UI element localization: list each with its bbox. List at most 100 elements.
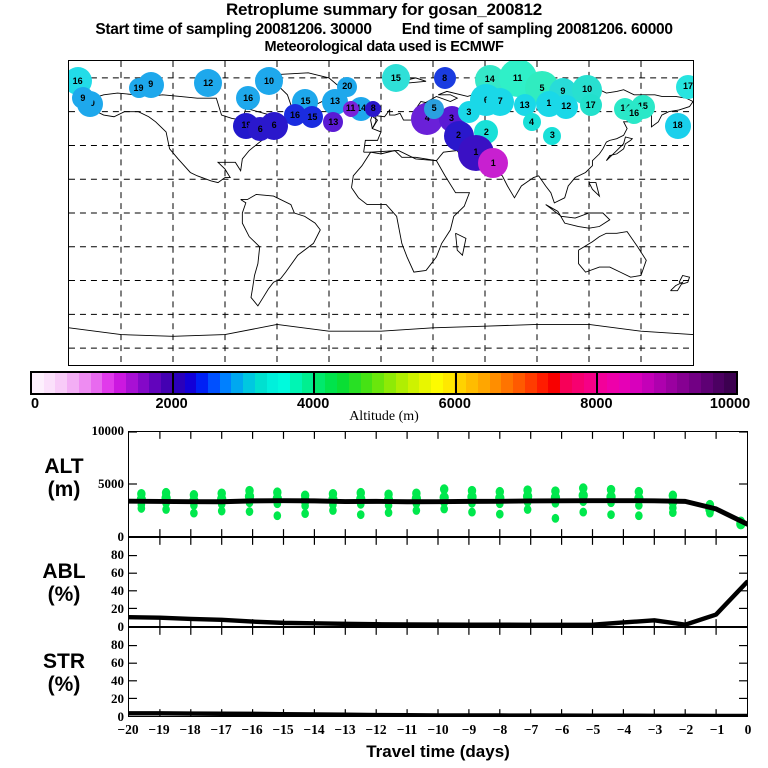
colorbar-segment — [724, 373, 737, 393]
colorbar-segment — [677, 373, 690, 393]
colorbar-segment — [231, 373, 244, 393]
y-tick-label: 0 — [117, 529, 125, 544]
plume-marker-label: 15 — [300, 96, 311, 107]
colorbar-segment — [548, 373, 561, 393]
plume-marker-label: 13 — [330, 96, 341, 107]
alt-scatter-point — [551, 513, 560, 523]
colorbar-segment — [90, 373, 103, 393]
colorbar-segment — [149, 373, 162, 393]
plume-marker: 8 — [433, 67, 456, 89]
x-tick-label: −13 — [334, 722, 356, 737]
plume-marker: 18 — [664, 112, 691, 139]
x-axis-title: Travel time (days) — [366, 742, 510, 761]
altitude-colorbar — [30, 371, 738, 395]
alt-scatter-point — [217, 506, 226, 516]
alt-scatter-point — [706, 508, 714, 518]
x-tick-label: −2 — [678, 722, 694, 737]
plume-marker: 19 — [128, 78, 149, 99]
x-tick-label: −5 — [585, 722, 601, 737]
x-tick-label: −12 — [365, 722, 387, 737]
colorbar-title: Altitude (m) — [349, 409, 419, 424]
row-label-abl-line2: (%) — [47, 583, 81, 606]
plume-marker-label: 6 — [257, 123, 263, 134]
colorbar-segment — [595, 373, 607, 393]
y-tick-label: 20 — [111, 601, 124, 616]
colorbar-tick-label: 0 — [30, 396, 40, 412]
plume-marker: 7 — [486, 87, 515, 116]
colorbar-segment — [583, 373, 596, 393]
plume-marker-label: 15 — [637, 101, 648, 112]
y-tick-label: 80 — [111, 547, 124, 562]
colorbar-divider — [596, 371, 599, 395]
x-tick-label: −10 — [427, 722, 449, 737]
plume-marker: 6 — [248, 117, 273, 141]
colorbar-segment — [243, 373, 255, 393]
plume-marker-label: 10 — [582, 84, 593, 95]
alt-scatter-point — [137, 504, 146, 513]
colorbar-segment — [524, 373, 537, 393]
colorbar-segment — [419, 373, 431, 393]
met-data-label: Meteorological data used is ECMWF — [264, 39, 504, 55]
colorbar-segment — [395, 373, 408, 393]
colorbar-segment — [278, 373, 291, 393]
plume-marker-label: 12 — [203, 77, 214, 88]
colorbar-segment — [653, 373, 666, 393]
colorbar-segment — [606, 373, 619, 393]
row-label-alt: ALT (m) — [8, 455, 120, 501]
row-label-abl: ABL (%) — [8, 560, 120, 606]
colorbar-segment — [360, 373, 373, 393]
colorbar-tick-label: 8000 — [580, 396, 613, 412]
x-tick-label: −9 — [461, 722, 477, 737]
colorbar-segment — [43, 373, 56, 393]
y-tick-label: 0 — [117, 709, 125, 724]
plume-marker-label: 16 — [629, 108, 640, 119]
plume-marker-label: 15 — [307, 111, 318, 122]
colorbar-segment — [266, 373, 279, 393]
colorbar-segment — [372, 373, 385, 393]
plume-marker-label: 5 — [539, 82, 545, 93]
x-tick-label: −14 — [303, 722, 325, 737]
colorbar-tick-label: 2000 — [155, 396, 188, 412]
plume-marker-label: 11 — [512, 72, 523, 83]
alt-plot-svg — [129, 432, 747, 536]
colorbar-tick-label: 4000 — [297, 396, 330, 412]
y-tick-label: 5000 — [98, 476, 124, 491]
plume-marker-label: 17 — [585, 99, 596, 110]
plume-marker: 17 — [579, 94, 602, 117]
colorbar-segment — [489, 373, 502, 393]
colorbar-segment — [348, 373, 361, 393]
colorbar-segment — [454, 373, 467, 393]
plume-marker: 16 — [236, 86, 261, 111]
plume-marker-label: 18 — [672, 120, 683, 131]
series-line — [129, 579, 747, 626]
alt-scatter-point — [384, 508, 393, 518]
plume-marker-label: 13 — [519, 99, 530, 110]
colorbar-segment — [55, 373, 68, 393]
colorbar-segment — [137, 373, 150, 393]
plume-marker: 16 — [284, 104, 307, 127]
plume-marker: 12 — [554, 94, 579, 119]
colorbar-segment — [219, 373, 232, 393]
y-ticks-alt: 0 5000 10000 — [68, 423, 125, 544]
alt-scatter-point — [329, 506, 337, 515]
alt-scatter-point — [579, 507, 588, 517]
x-tick-label: −15 — [272, 722, 294, 737]
alt-scatter-point — [356, 510, 365, 520]
colorbar-segment — [161, 373, 173, 393]
plume-marker: 10 — [254, 67, 283, 96]
x-tick-label: −16 — [241, 722, 263, 737]
series-line — [129, 711, 747, 716]
plume-marker-label: 2 — [483, 126, 489, 137]
plume-marker: 4 — [522, 113, 541, 132]
title-block: Retroplume summary for gosan_200812 Star… — [0, 0, 768, 56]
plume-marker: 11 — [342, 100, 359, 117]
x-tick-label: −1 — [709, 722, 725, 737]
row-label-alt-line2: (m) — [47, 478, 81, 501]
alt-scatter-point — [301, 501, 309, 511]
plume-marker-label: 7 — [497, 96, 503, 107]
plume-marker: 3 — [543, 126, 562, 145]
colorbar-segment — [313, 373, 326, 393]
plume-marker-label: 16 — [243, 92, 254, 103]
plume-marker-label: 13 — [328, 116, 339, 127]
plume-marker-label: 12 — [561, 101, 572, 112]
